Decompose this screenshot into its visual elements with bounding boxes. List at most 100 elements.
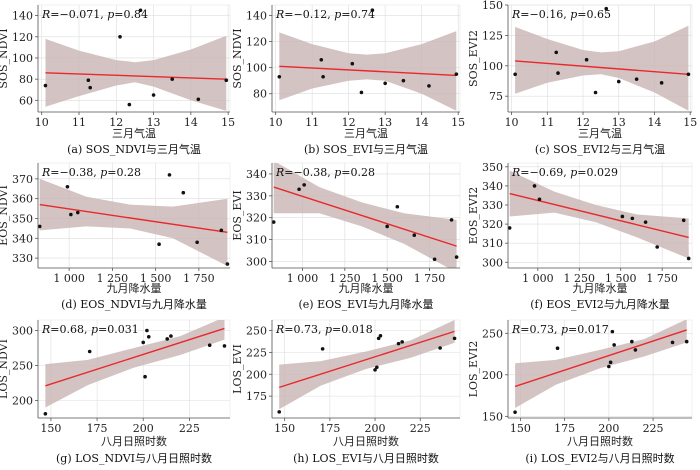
panel-a-point-2 [88, 85, 92, 90]
panel-i-point-4 [610, 329, 615, 334]
panel-h-stat-p-symbol: p [325, 323, 332, 336]
panel-e-x-tick-label-0: 1 000 [287, 272, 319, 285]
panel-a-x-tick-label-0: 10 [35, 116, 49, 129]
panel-d-regression-line [39, 203, 228, 234]
panel-a-stat-p-value: =0.84 [114, 8, 148, 21]
panel-i-point-6 [630, 339, 634, 344]
panel-c-x-axis-label: 三月气温 [578, 126, 622, 140]
panel-d-y-tick-label-4: 370 [12, 173, 33, 186]
panel-g-point-6 [165, 337, 170, 341]
panel-h-stat-r-symbol: R [275, 323, 284, 336]
panel-a-point-8 [196, 97, 201, 102]
panel-d-point-8 [219, 228, 224, 233]
panel-i-stat-p-value: =0.017 [568, 323, 609, 336]
panel-h-x-tick-label-0: 150 [274, 422, 295, 435]
panel-f-x-axis-label: 九月降水量 [573, 281, 628, 295]
panel-b-x-tick-label-0: 10 [269, 116, 283, 129]
panel-c-point-6 [616, 79, 621, 84]
panel-a-y-tick-label-1: 80 [19, 73, 33, 86]
panel-c-regression-line [515, 60, 689, 76]
panel-g-point-5 [146, 335, 151, 339]
panel-a-point-9 [224, 78, 229, 83]
panel-i-stat-r-value: =0.73, [520, 323, 561, 336]
panel-h-stat-annotation: R=0.73, p=0.018 [275, 323, 373, 336]
panel-d-x-tick-label-0: 1 000 [53, 272, 85, 285]
panel-a-y-tick-label-3: 120 [12, 31, 33, 44]
panel-c-x-tick-label-5: 15 [683, 116, 697, 129]
panel-c-caption: (c) SOS_EVI2与三月气温 [535, 142, 665, 156]
panel-c-point-7 [634, 77, 639, 81]
panel-f-point-7 [681, 218, 686, 223]
panel-e-stat-p-value: =0.28 [341, 166, 375, 179]
panel-i-x-tick-label-2: 200 [598, 422, 619, 435]
panel-b-x-tick-label-3: 13 [378, 116, 392, 129]
panel-h-point-1 [320, 347, 325, 351]
panel-i-point-8 [670, 340, 675, 345]
panel-f-stat-annotation: R=−0.69, p=0.029 [511, 166, 618, 179]
panel-f-stat-p-value: =0.029 [577, 166, 618, 179]
panel-d-point-9 [225, 262, 230, 266]
panel-i-confidence-band [515, 320, 687, 408]
panel-c-point-2 [556, 71, 560, 75]
panel-g-point-2 [141, 340, 146, 345]
panel-e-point-3 [385, 224, 389, 229]
panel-g-stat-p-value: =0.031 [98, 323, 139, 336]
panel-c-x-tick-label-1: 11 [540, 116, 554, 129]
panel-d-x-tick-label-3: 1 750 [183, 272, 215, 285]
panel-a-x-axis-label: 三月气温 [112, 126, 156, 140]
panel-c-point-8 [659, 81, 664, 85]
panel-a-x-tick-label-5: 15 [221, 116, 235, 129]
panel-i: 150 175 200 225 150 200 250 八月日照时数 LOS_EVI2 R=0.7… [467, 319, 693, 465]
panel-h-point-7 [400, 340, 404, 344]
panel-g-stat-p-symbol: p [91, 323, 98, 336]
panel-h-confidence-band [279, 320, 455, 410]
panel-d-stat-annotation: R=−0.38, p=0.28 [41, 166, 141, 179]
panel-g-caption: (g) LOS_NDVI与八月日照时数 [56, 452, 212, 465]
panel-c-x-tick-label-0: 10 [505, 116, 519, 129]
panel-a-point-3 [118, 34, 122, 39]
panel-e-point-5 [412, 233, 417, 237]
panel-e-confidence-band [273, 163, 457, 268]
panel-b-x-axis-label: 三月气温 [344, 126, 388, 140]
panel-d-x-axis-label: 九月降水量 [107, 281, 162, 295]
panel-d-caption: (d) EOS_NDVI与九月降水量 [61, 297, 207, 311]
panel-c-stat-annotation: R=−0.16, p=0.65 [511, 8, 611, 21]
panel-g-point-3 [143, 374, 147, 379]
panel-g-point-0 [43, 412, 48, 416]
panel-f-x-tick-label-0: 1 000 [522, 272, 554, 285]
panel-b-point-8 [427, 84, 431, 88]
panel-g-point-4 [145, 328, 149, 333]
panel-i-point-0 [513, 410, 517, 414]
panel-a-stat-r-symbol: R [41, 8, 50, 21]
panel-g-regression-line [45, 327, 225, 387]
panel-c-point-3 [584, 57, 589, 62]
panel-b-point-2 [321, 74, 325, 79]
panel-a-x-tick-label-1: 11 [72, 116, 86, 129]
panel-d-confidence-band [39, 178, 228, 266]
panel-c-point-1 [554, 50, 559, 55]
panel-b-stat-r-symbol: R [275, 8, 284, 21]
panel-e: 1 000 1 250 1 500 1 750 300 310 320 330 340 九月降水量… [231, 162, 461, 311]
panel-e-stat-r-value: =−0.38, [284, 166, 334, 179]
panel-h-y-tick-label-3: 250 [246, 325, 267, 338]
panel-i-y-axis-label: LOS_EVI2 [467, 341, 480, 398]
panel-h-point-9 [452, 336, 457, 341]
panel-f-caption: (f) EOS_EVI2与九月降水量 [530, 297, 670, 311]
panel-i-point-9 [684, 339, 689, 344]
panel-f-point-4 [630, 216, 635, 221]
panel-b-point-5 [370, 8, 375, 13]
panel-f-point-5 [643, 220, 648, 224]
panel-f-y-tick-label-0: 300 [482, 256, 503, 269]
panel-e-y-axis-label: EOS_EVI [231, 190, 244, 240]
panel-b-x-tick-label-2: 12 [342, 116, 356, 129]
panel-c-y-tick-label-0: 75 [489, 90, 503, 103]
panel-e-y-tick-label-3: 330 [246, 190, 267, 203]
panel-e-y-tick-label-2: 320 [246, 212, 267, 225]
panel-g-y-tick-label-0: 200 [12, 395, 33, 408]
panel-g: 150 175 200 225 200 250 300 八月日照时数 LOS_NDVI R=0.6… [0, 319, 231, 465]
panel-g-y-axis-label: LOS_NDVI [0, 339, 10, 399]
panel-f-stat-r-symbol: R [511, 166, 520, 179]
panel-g-point-9 [222, 344, 227, 348]
panel-g-stat-annotation: R=0.68, p=0.031 [41, 323, 139, 336]
